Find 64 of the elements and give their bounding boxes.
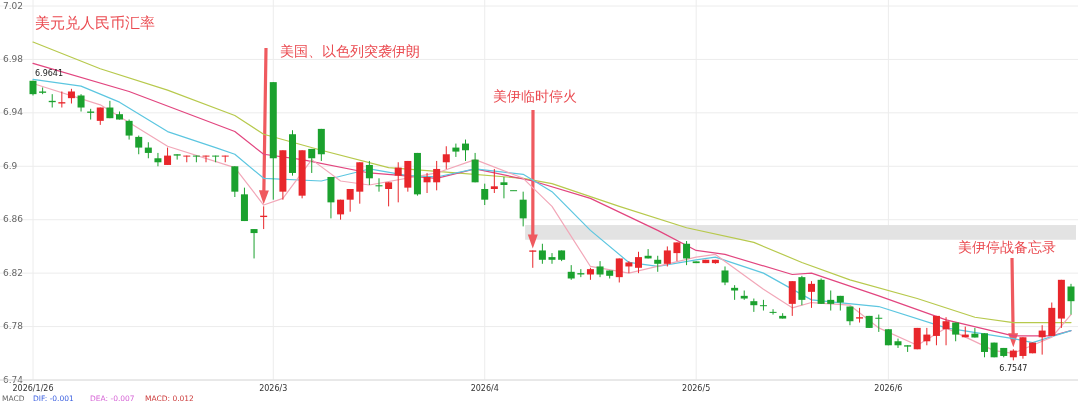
candlestick [894,338,902,349]
candlestick [500,176,508,199]
candlestick [250,228,258,259]
annotation: 6.7547 [999,363,1028,373]
candlestick [798,275,806,306]
text: 美元兑人民币汇率 [35,13,155,32]
y-tick-label: 6.86 [3,214,24,225]
candlestick [490,168,498,194]
candlestick [385,181,393,207]
candlestick [394,161,402,203]
annotation: 美国、以色列突袭伊朗 [280,43,420,59]
candlestick [538,243,546,265]
y-tick-label: 6.9 [3,160,18,171]
candlestick [452,143,460,158]
candlestick [759,299,767,312]
candlestick [615,257,623,283]
candlestick [529,249,537,269]
candlestick [375,177,383,193]
candlestick [135,135,143,155]
candlestick [663,245,671,267]
candlestick [433,160,441,191]
candlestick [932,315,940,346]
candlestick [596,260,604,278]
candlestick [625,260,633,274]
x-tick-label: 2026/1/26 [12,383,54,393]
x-tick-label: 2026/6 [874,383,903,393]
candlestick [1067,283,1075,316]
candlestick [365,160,373,186]
y-tick-label: 6.74 [3,374,24,385]
y-tick-label: 6.78 [3,321,24,332]
candlestick [827,290,835,312]
candlestick [683,240,691,266]
y-tick-label: 7.02 [3,0,24,11]
candlestick [308,148,316,174]
candlestick [471,152,479,183]
annotation: 美伊临时停火 [493,88,577,104]
candlestick [548,252,556,265]
y-tick-label: 6.94 [3,107,24,118]
candlestick [202,155,210,163]
y-tick-label: 6.98 [3,53,24,64]
candlestick [788,280,796,317]
candlestick [875,314,883,333]
candlestick [721,265,729,286]
candlestick [58,90,66,109]
candlestick [442,145,450,170]
candlestick [673,241,681,262]
candlestick [519,191,527,227]
candlestick [423,172,431,194]
candlestick [808,280,815,309]
candlestick [481,183,489,206]
candlestick [125,119,133,141]
annotation: 6.9641 [35,69,63,79]
annotation: 美伊停战备忘录 [958,239,1056,255]
candlestick [942,316,950,346]
candlestick [971,327,979,339]
candlestick [769,308,777,316]
x-tick-label: 2026/4 [470,383,499,393]
x-tick-label: 2026/3 [259,383,288,393]
candlestick [1019,336,1027,360]
candlestick [635,251,642,274]
y-tick-label: 6.82 [3,267,24,278]
candlestick [981,332,988,358]
candlestick [154,152,162,167]
x-tick-label: 2026/5 [682,383,711,393]
